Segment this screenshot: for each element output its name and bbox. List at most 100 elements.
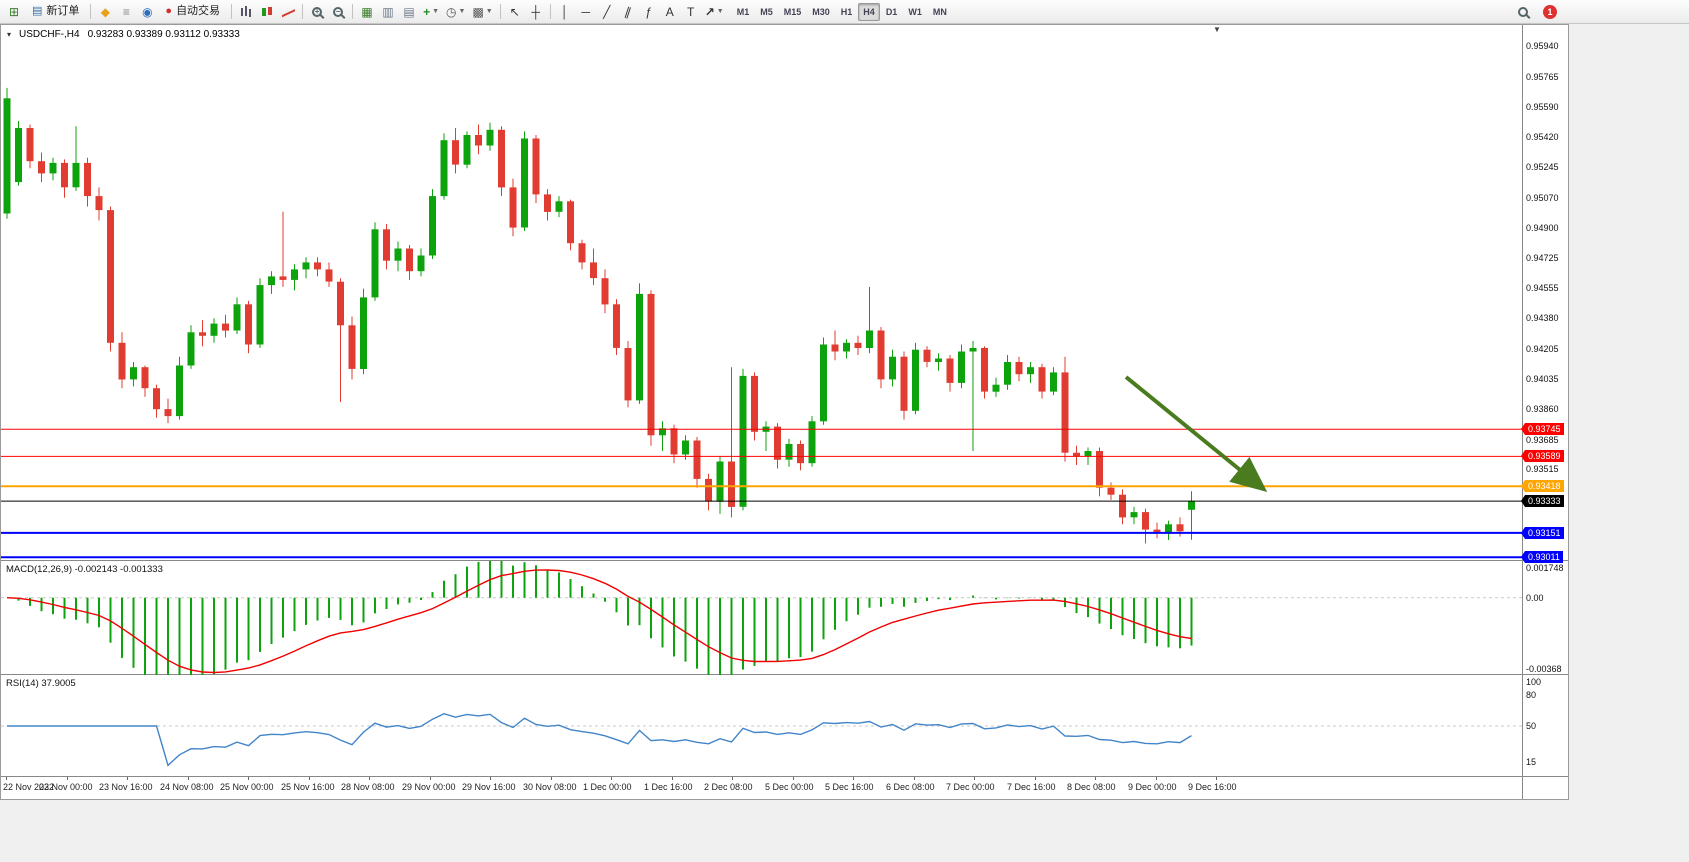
time-tick-label: 9 Dec 00:00 bbox=[1128, 782, 1177, 792]
price-axis-main[interactable]: 0.95940 0.95765 0.95590 0.95420 0.95245 0.950… bbox=[1521, 25, 1568, 563]
chart-menu-icon[interactable]: ▾ bbox=[7, 30, 12, 39]
tf-H4[interactable]: H4 bbox=[858, 2, 880, 21]
candle-body bbox=[843, 342, 850, 352]
trendline-tool-button[interactable]: ╱ bbox=[597, 2, 617, 22]
period-button[interactable]: ◷ ▼ bbox=[443, 2, 468, 22]
history-center-icon: ≡ bbox=[122, 4, 130, 19]
candle-body bbox=[417, 255, 425, 272]
tile-windows-button[interactable]: ▦ bbox=[357, 2, 377, 22]
zoom-out-icon: − bbox=[333, 6, 344, 17]
new-order-icon: ▤ bbox=[32, 5, 43, 17]
candle-body bbox=[739, 375, 747, 507]
time-tick-label: 25 Nov 16:00 bbox=[281, 782, 335, 792]
community-button[interactable]: ◉ bbox=[137, 2, 157, 22]
market-button[interactable]: ◆ bbox=[95, 2, 115, 22]
candle-body bbox=[245, 304, 252, 345]
toolbar-separator bbox=[231, 4, 233, 19]
chart-shift-marker[interactable]: ▼ bbox=[1213, 25, 1221, 34]
candle-body bbox=[866, 330, 873, 348]
candle-body bbox=[3, 98, 11, 214]
candle-body bbox=[969, 348, 977, 352]
candlestick-chart[interactable] bbox=[1, 25, 1522, 561]
zoom-in-icon: + bbox=[312, 6, 323, 17]
candle-body bbox=[337, 281, 344, 326]
cascade-windows-button[interactable]: ▤ bbox=[399, 2, 419, 22]
candle-chart-mode-button[interactable] bbox=[257, 2, 277, 22]
tf-M15[interactable]: M15 bbox=[783, 6, 802, 17]
candle-body bbox=[601, 278, 609, 305]
add-indicator-button[interactable]: + ▼ bbox=[420, 2, 442, 22]
rsi-line bbox=[7, 712, 1192, 767]
template-icon: ▩ bbox=[472, 4, 484, 19]
zoom-out-button[interactable]: − bbox=[328, 2, 348, 22]
crosshair-tool-button[interactable]: ┼ bbox=[526, 2, 546, 22]
time-axis[interactable]: 22 Nov 2022 23 Nov 00:00 23 Nov 16:00 24 No… bbox=[1, 777, 1522, 798]
vline-tool-button[interactable]: │ bbox=[555, 2, 575, 22]
candle-body bbox=[1027, 367, 1034, 375]
price-tick-label: 0.94035 bbox=[1526, 374, 1559, 384]
hline-tool-button[interactable]: ─ bbox=[576, 2, 596, 22]
line-chart-mode-button[interactable] bbox=[278, 2, 298, 22]
rsi-panel[interactable]: RSI(14) 37.9005 bbox=[1, 675, 1522, 777]
main-chart-panel[interactable]: ▾ USDCHF-,H4 0.93283 0.93389 0.93112 0.9… bbox=[1, 25, 1522, 561]
tf-W1[interactable]: W1 bbox=[908, 6, 922, 17]
autotrade-button[interactable]: ● 自动交易 bbox=[158, 2, 227, 22]
price-axis-rsi[interactable]: 100 80 50 15 bbox=[1523, 675, 1568, 777]
price-axis-macd[interactable]: 0.001748 0.00 -0.00368 bbox=[1523, 561, 1568, 675]
candle-body bbox=[463, 135, 471, 165]
tf-D1[interactable]: D1 bbox=[885, 6, 898, 17]
new-chart-button[interactable]: ⊞ bbox=[4, 2, 24, 22]
candle-body bbox=[854, 342, 862, 348]
price-axis[interactable]: 0.95940 0.95765 0.95590 0.95420 0.95245 0.950… bbox=[1521, 25, 1568, 799]
candle-body bbox=[325, 269, 333, 282]
candle-body bbox=[268, 276, 275, 286]
price-level-badge: 0.93589 bbox=[1521, 450, 1564, 462]
bar-chart-mode-button[interactable] bbox=[236, 2, 256, 22]
label-tool-button[interactable]: T bbox=[681, 2, 701, 22]
new-order-button[interactable]: ▤ 新订单 bbox=[25, 2, 86, 22]
zoom-in-button[interactable]: + bbox=[307, 2, 327, 22]
cursor-tool-button[interactable]: ↖ bbox=[505, 2, 525, 22]
time-tick-label: 5 Dec 16:00 bbox=[825, 782, 874, 792]
chevron-down-icon: ▼ bbox=[485, 8, 493, 15]
notification-badge[interactable]: 1 bbox=[1543, 4, 1557, 19]
price-tick-label: 0.94205 bbox=[1526, 344, 1559, 354]
candle-body bbox=[314, 262, 321, 270]
market-icon: ◆ bbox=[100, 4, 111, 19]
trend-arrow-annotation[interactable] bbox=[1124, 375, 1268, 493]
template-button[interactable]: ▩ ▼ bbox=[469, 2, 495, 22]
candle-body bbox=[751, 375, 758, 432]
ohlc-values: 0.93283 0.93389 0.93112 0.93333 bbox=[87, 29, 240, 40]
candle-body bbox=[383, 229, 390, 261]
cursor-tool-icon: ↖ bbox=[509, 4, 520, 19]
candle-body bbox=[26, 128, 34, 162]
toolbar-separator bbox=[352, 4, 354, 19]
text-tool-button[interactable]: A bbox=[660, 2, 680, 22]
price-level-badge: 0.93745 bbox=[1521, 423, 1564, 435]
price-level-badge: 0.93418 bbox=[1521, 480, 1564, 492]
search-button[interactable] bbox=[1513, 2, 1533, 22]
channel-tool-button[interactable]: ∥ bbox=[618, 2, 638, 22]
timeframe-group: M1 M5 M15 M30 H1 H4 D1 W1 MN bbox=[732, 2, 952, 21]
fibo-tool-button[interactable]: ƒ bbox=[639, 2, 659, 22]
tf-H1[interactable]: H1 bbox=[840, 6, 853, 17]
macd-panel[interactable]: MACD(12,26,9) -0.002143 -0.001333 bbox=[1, 561, 1522, 675]
candle-body bbox=[992, 384, 1000, 392]
tf-MN[interactable]: MN bbox=[932, 6, 947, 17]
tf-M30[interactable]: M30 bbox=[812, 6, 830, 17]
history-center-button[interactable]: ≡ bbox=[116, 2, 136, 22]
price-tick-label: 0.94555 bbox=[1526, 283, 1559, 293]
arrows-tool-icon: ↗ bbox=[704, 4, 715, 19]
arrows-tool-button[interactable]: ↗ ▼ bbox=[702, 2, 727, 22]
tf-M5[interactable]: M5 bbox=[760, 6, 773, 17]
line-chart-mode-icon bbox=[282, 6, 295, 18]
candle-body bbox=[1038, 367, 1046, 392]
trendline-tool-icon: ╱ bbox=[603, 4, 611, 19]
candle-body bbox=[923, 349, 931, 362]
rsi-tick-label: 80 bbox=[1526, 690, 1537, 700]
time-tick bbox=[1095, 777, 1096, 780]
tf-M1[interactable]: M1 bbox=[736, 6, 750, 17]
candle-body bbox=[61, 162, 68, 188]
time-tick bbox=[853, 777, 854, 780]
arrange-windows-button[interactable]: ▥ bbox=[378, 2, 398, 22]
